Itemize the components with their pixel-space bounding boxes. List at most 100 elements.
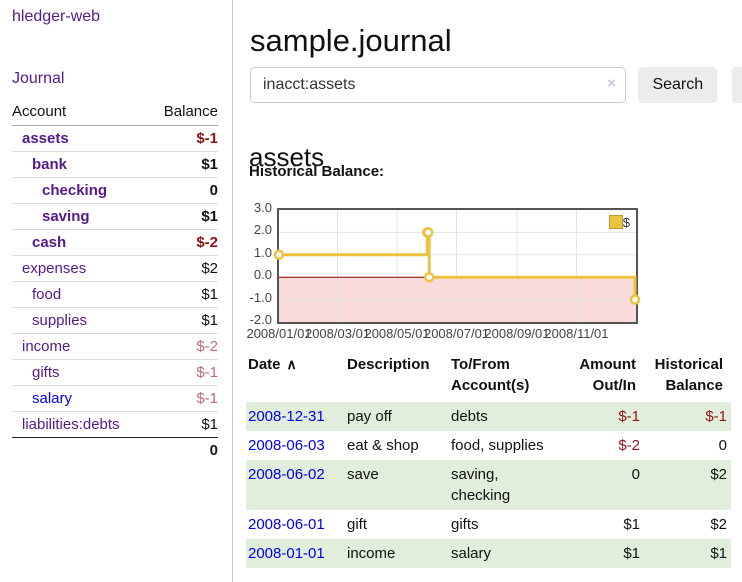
transaction-description: eat & shop: [347, 437, 419, 454]
accounts-body: assets $-1 bank $1 checking 0 saving $1 cash $-2 e…: [12, 126, 218, 438]
search-input[interactable]: [250, 67, 626, 103]
transaction-date-cell: 2008-06-02: [246, 460, 345, 510]
x-tick-label: 2008/03/01: [304, 326, 371, 341]
transaction-description: pay off: [345, 402, 449, 431]
account-link-bank[interactable]: bank: [32, 156, 68, 173]
chart-canvas[interactable]: [273, 210, 641, 322]
account-link-assets[interactable]: assets: [22, 130, 69, 147]
account-balance: $-1: [196, 130, 218, 147]
account-row: salary $-1: [12, 385, 218, 412]
y-tick-label: -1.0: [249, 289, 272, 305]
account-balance: 0: [148, 177, 218, 204]
account-balance: $-1: [148, 359, 218, 386]
help-button[interactable]: ?: [731, 67, 742, 103]
transaction-date-link[interactable]: 2008-12-31: [248, 408, 325, 425]
account-link-income[interactable]: income: [22, 338, 71, 355]
account-link-salary[interactable]: salary: [32, 390, 73, 407]
register-row: 2008-06-03 eat & shop food, supplies $-2 0: [246, 431, 731, 460]
clear-search-icon[interactable]: ×: [607, 75, 616, 92]
transaction-date-cell: 2008-12-31: [246, 402, 345, 431]
account-link-saving[interactable]: saving: [42, 208, 90, 225]
account-link-liabilities-debts[interactable]: liabilities:debts: [22, 416, 120, 433]
accounts-total-spacer: [12, 437, 149, 463]
transaction-accounts: debts: [449, 402, 561, 431]
y-tick-label: -2.0: [249, 312, 272, 327]
sidebar: hledger-web Journal Account Balance asse…: [0, 0, 233, 582]
register-header-description: Description: [347, 356, 430, 373]
account-row: checking 0: [12, 177, 218, 204]
account-row: gifts $-1: [12, 359, 218, 386]
account-link-gifts[interactable]: gifts: [32, 364, 60, 381]
register-header-row: Date ∧ Description To/From Account(s) Amo…: [246, 352, 731, 402]
transaction-amount: $1: [561, 539, 644, 568]
register-header-accounts: To/From Account(s): [451, 356, 530, 394]
transaction-accounts: gifts: [451, 516, 479, 533]
transaction-date-link[interactable]: 2008-06-03: [248, 437, 325, 454]
register-row: 2008-06-01 gift gifts $1 $2: [246, 510, 731, 539]
account-link-cash[interactable]: cash: [32, 234, 67, 251]
search-form: × Search ?: [250, 67, 742, 103]
account-balance: $-2: [148, 229, 218, 256]
account-link-food[interactable]: food: [32, 286, 62, 303]
transaction-balance: $1: [644, 539, 731, 568]
search-button[interactable]: Search: [638, 67, 718, 103]
nav-journal-link[interactable]: Journal: [12, 70, 65, 87]
legend-swatch-icon: [608, 215, 623, 229]
register-row: 2008-06-02 save saving, checking 0 $2: [246, 460, 731, 510]
register-header-date[interactable]: Date ∧: [248, 356, 297, 373]
accounts-total-row: 0: [12, 437, 218, 463]
app-title-link[interactable]: hledger-web: [12, 8, 101, 25]
transaction-balance: 0: [718, 437, 727, 454]
transaction-date-cell: 2008-06-01: [246, 510, 345, 539]
account-row: cash $-2: [12, 229, 218, 256]
transaction-accounts: salary: [449, 539, 561, 568]
x-tick-label: 2008/05/01: [364, 326, 430, 341]
balance-chart: 3.0 2.0 1.0 0.0 -1.0 -2.0 $ 2008/01/01 2008/03…: [246, 198, 742, 346]
account-row: expenses $2: [12, 255, 218, 282]
accounts-table: Account Balance assets $-1 bank $1 checking 0…: [12, 100, 218, 463]
account-row: assets $-1: [12, 126, 218, 152]
account-row: income $-2: [12, 333, 218, 360]
account-link-checking[interactable]: checking: [42, 182, 108, 199]
account-balance: $1: [148, 281, 218, 308]
transaction-date-cell: 2008-06-03: [246, 431, 345, 460]
account-row: food $1: [12, 281, 218, 308]
transaction-date-link[interactable]: 2008-06-01: [248, 516, 325, 533]
x-tick-label: 2008/07/01: [423, 326, 490, 341]
transaction-balance: $2: [710, 516, 727, 533]
accounts-header-account: Account: [12, 100, 149, 126]
account-balance: $2: [148, 255, 218, 282]
transaction-amount: 0: [561, 460, 644, 510]
transaction-description: gift: [347, 516, 368, 533]
accounts-total-value: 0: [148, 437, 218, 463]
x-tick-label: 2008/09/01: [484, 326, 550, 341]
transaction-balance: $2: [644, 460, 731, 510]
search-input-wrap: ×: [250, 67, 626, 103]
register-row: 2008-12-31 pay off debts $-1 $-1: [246, 402, 731, 431]
account-balance: $-1: [148, 385, 218, 412]
chart-legend: $: [606, 214, 632, 231]
transaction-amount: $-1: [561, 402, 644, 431]
y-tick-label: 0.0: [253, 267, 272, 283]
chart-title: Historical Balance:: [249, 163, 385, 180]
transaction-accounts: saving, checking: [449, 460, 561, 510]
page-title: sample.journal: [250, 22, 452, 58]
account-link-supplies[interactable]: supplies: [32, 312, 88, 329]
transaction-balance: $-1: [644, 402, 731, 431]
main-content: sample.journal × Search ? assets Histori…: [246, 0, 742, 582]
transaction-amount: $-2: [618, 437, 640, 454]
legend-label: $: [622, 215, 630, 230]
y-tick-label: 3.0: [253, 200, 272, 215]
sort-asc-icon: ∧: [286, 356, 297, 372]
account-row: supplies $1: [12, 307, 218, 334]
account-row: liabilities:debts $1: [12, 411, 218, 438]
register-header-amount: Amount Out/In: [579, 356, 636, 394]
register-table: Date ∧ Description To/From Account(s) Amo…: [246, 352, 731, 568]
transaction-date-cell: 2008-01-01: [246, 539, 345, 568]
transaction-date-link[interactable]: 2008-06-02: [248, 466, 325, 483]
account-balance: $-2: [148, 333, 218, 360]
transaction-date-link[interactable]: 2008-01-01: [248, 545, 325, 562]
account-link-expenses[interactable]: expenses: [22, 260, 87, 277]
chart-plot[interactable]: $: [273, 208, 641, 324]
